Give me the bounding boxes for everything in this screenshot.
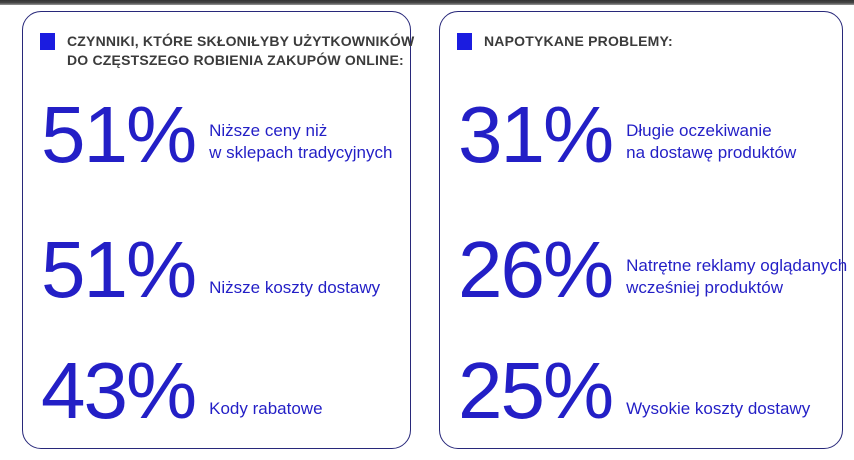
stat-discount-codes: 43% Kody rabatowe [41, 346, 323, 435]
panel-factors: CZYNNIKI, KTÓRE SKŁONIŁYBY UŻYTKOWNIKÓW … [22, 11, 414, 449]
stat-label: Niższe koszty dostawy [209, 277, 380, 299]
stat-label: Niższe ceny niż w sklepach tradycyjnych [209, 120, 392, 164]
panel-problems-title: NAPOTYKANE PROBLEMY: [484, 32, 673, 51]
panel-factors-title: CZYNNIKI, KTÓRE SKŁONIŁYBY UŻYTKOWNIKÓW … [67, 32, 414, 70]
stat-intrusive-ads: 26% Natrętne reklamy oglądanych wcześnie… [458, 225, 847, 314]
title-line: NAPOTYKANE PROBLEMY: [484, 33, 673, 49]
label-line: wcześniej produktów [626, 278, 783, 297]
stat-label: Długie oczekiwanie na dostawę produktów [626, 120, 796, 164]
stat-value: 51% [41, 225, 197, 314]
stat-label: Wysokie koszty dostawy [626, 398, 810, 420]
label-line: Kody rabatowe [209, 399, 323, 418]
stat-label: Kody rabatowe [209, 398, 322, 420]
stat-value: 43% [41, 346, 197, 435]
stat-value: 26% [458, 225, 614, 314]
label-line: Niższe ceny niż [209, 121, 328, 140]
stat-lower-delivery-costs: 51% Niższe koszty dostawy [41, 225, 380, 314]
stat-label: Natrętne reklamy oglądanych wcześniej pr… [626, 255, 847, 299]
label-line: Niższe koszty dostawy [209, 278, 381, 297]
title-line: DO CZĘSTSZEGO ROBIENIA ZAKUPÓW ONLINE: [67, 52, 404, 68]
stat-long-delivery-wait: 31% Długie oczekiwanie na dostawę produk… [458, 90, 796, 179]
stat-value: 51% [41, 90, 197, 179]
label-line: Natrętne reklamy oglądanych [626, 256, 848, 275]
top-border-bar [0, 0, 854, 5]
stat-high-delivery-costs: 25% Wysokie koszty dostawy [458, 346, 810, 435]
stat-lower-prices: 51% Niższe ceny niż w sklepach tradycyjn… [41, 90, 392, 179]
bullet-square-icon [40, 33, 55, 50]
label-line: Wysokie koszty dostawy [626, 399, 811, 418]
stat-value: 31% [458, 90, 614, 179]
bullet-square-icon [457, 33, 472, 50]
stat-value: 25% [458, 346, 614, 435]
panel-problems: NAPOTYKANE PROBLEMY: 31% Długie oczekiwa… [439, 11, 847, 449]
panel-factors-header: CZYNNIKI, KTÓRE SKŁONIŁYBY UŻYTKOWNIKÓW … [23, 12, 414, 70]
label-line: na dostawę produktów [626, 143, 797, 162]
label-line: Długie oczekiwanie [626, 121, 772, 140]
label-line: w sklepach tradycyjnych [209, 143, 393, 162]
panel-problems-header: NAPOTYKANE PROBLEMY: [440, 12, 842, 51]
title-line: CZYNNIKI, KTÓRE SKŁONIŁYBY UŻYTKOWNIKÓW [67, 33, 415, 49]
